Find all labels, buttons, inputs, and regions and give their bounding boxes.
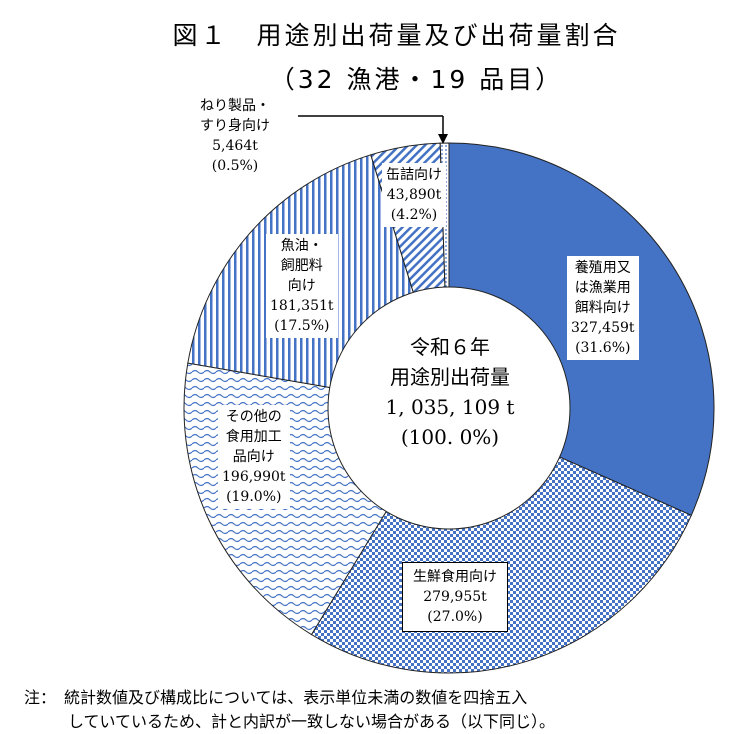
slice-label: 魚油・ 飼肥料 向け 181,351t (17.5%) [266,234,338,338]
slice-label: 缶詰向け 43,890t (4.2%) [382,163,446,227]
slice-label: その他の 食用加工 品向け 196,990t (19.0%) [218,405,290,509]
chart-subtitle: （32 漁港・19 品目） [269,65,564,94]
center-label: 令和６年 用途別出荷量 1, 035, 109 t (100. 0%) [360,332,540,452]
donut-hole [327,286,571,530]
slice-label: 生鮮食用向け 279,955t (27.0%) [402,562,508,632]
slice-label: ねり製品・ すり身向け 5,464t (0.5%) [200,98,270,174]
footnote-line: していているため、計と内訳が一致しない場合がある（以下同じ）。 [68,712,556,731]
center-line: 用途別出荷量 [390,365,510,389]
center-line: 令和６年 [410,335,490,359]
chart-title: 図１ 用途別出荷量及び出荷量割合 [172,21,621,50]
callout-arrowhead [438,134,448,144]
center-line: (100. 0%) [400,425,500,449]
center-line: 1, 035, 109 t [385,395,515,419]
footnote-line: 注： 統計数値及び構成比については、表示単位未満の数値を四捨五入 [24,688,528,707]
slice-label: 養殖用又 は漁業用 餌料向け 327,459t (31.6%) [567,256,639,360]
